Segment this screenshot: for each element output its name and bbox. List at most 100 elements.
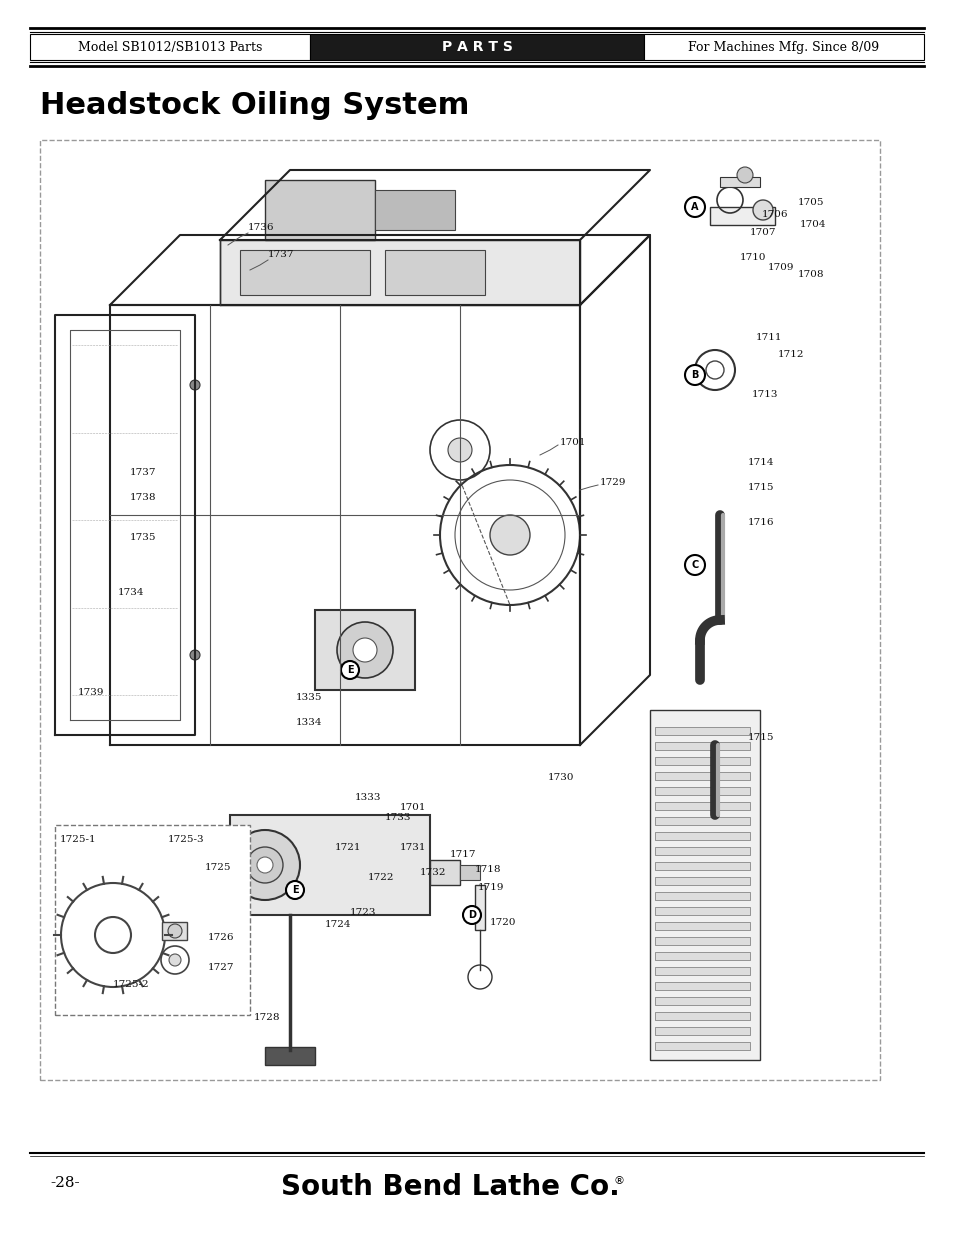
Bar [655, 1042, 749, 1050]
Text: 1735: 1735 [130, 534, 156, 542]
Bar [655, 727, 749, 735]
Bar [655, 802, 749, 810]
Bar [655, 877, 749, 885]
Text: 1720: 1720 [490, 918, 516, 927]
Bar [385, 249, 484, 295]
Circle shape [684, 366, 704, 385]
Text: D: D [468, 910, 476, 920]
Text: E: E [292, 885, 298, 895]
Bar [55, 825, 250, 1015]
Text: 1701: 1701 [399, 803, 426, 811]
Text: 1721: 1721 [335, 844, 361, 852]
Bar [655, 997, 749, 1005]
Circle shape [247, 847, 283, 883]
Bar [655, 847, 749, 855]
Text: 1725: 1725 [205, 863, 232, 872]
Circle shape [752, 200, 772, 220]
Bar [310, 35, 643, 61]
Text: P A R T S: P A R T S [441, 40, 512, 54]
Bar [655, 757, 749, 764]
Circle shape [190, 650, 200, 659]
Text: 1731: 1731 [399, 844, 426, 852]
Text: 1738: 1738 [130, 493, 156, 501]
Text: C: C [691, 559, 698, 571]
Text: 1732: 1732 [419, 868, 446, 877]
Bar [709, 207, 774, 225]
Text: For Machines Mfg. Since 8/09: For Machines Mfg. Since 8/09 [688, 41, 879, 53]
Text: Headstock Oiling System: Headstock Oiling System [40, 90, 469, 120]
Text: 1724: 1724 [325, 920, 351, 929]
Bar [162, 923, 187, 940]
Bar [655, 772, 749, 781]
Text: 1719: 1719 [477, 883, 504, 892]
Text: 1736: 1736 [248, 224, 274, 232]
Text: 1716: 1716 [747, 517, 774, 527]
Bar [655, 923, 749, 930]
Circle shape [462, 906, 480, 924]
Circle shape [737, 167, 752, 183]
Bar [655, 742, 749, 750]
Circle shape [256, 857, 273, 873]
Circle shape [95, 918, 131, 953]
Bar [720, 177, 760, 186]
Text: 1725-3: 1725-3 [168, 835, 204, 844]
Text: 1706: 1706 [761, 210, 788, 219]
Bar [265, 1047, 314, 1065]
Bar [30, 35, 310, 61]
Text: 1728: 1728 [253, 1013, 280, 1023]
Text: 1722: 1722 [368, 873, 395, 882]
Text: 1335: 1335 [295, 693, 322, 701]
Text: 1705: 1705 [797, 198, 823, 207]
Text: 1723: 1723 [350, 908, 376, 918]
Bar [655, 832, 749, 840]
Bar [655, 937, 749, 945]
Bar [430, 860, 459, 885]
Text: 1712: 1712 [778, 350, 803, 359]
Text: 1711: 1711 [755, 333, 781, 342]
Text: 1713: 1713 [751, 390, 778, 399]
Text: 1718: 1718 [475, 864, 501, 874]
Text: ®: ® [614, 1176, 624, 1186]
Bar [265, 180, 375, 240]
Circle shape [340, 661, 358, 679]
Circle shape [286, 881, 304, 899]
Text: 1729: 1729 [599, 478, 626, 487]
Circle shape [684, 555, 704, 576]
Text: 1708: 1708 [797, 270, 823, 279]
Text: A: A [691, 203, 698, 212]
Circle shape [190, 380, 200, 390]
Circle shape [336, 622, 393, 678]
Bar [655, 892, 749, 900]
Bar [655, 862, 749, 869]
Circle shape [168, 924, 182, 939]
Text: 1707: 1707 [749, 228, 776, 237]
Bar [240, 249, 370, 295]
Text: B: B [691, 370, 698, 380]
Text: 1733: 1733 [385, 813, 411, 823]
Text: 1737: 1737 [130, 468, 156, 477]
Text: 1333: 1333 [355, 793, 381, 802]
Text: 1701: 1701 [559, 438, 586, 447]
Circle shape [705, 361, 723, 379]
Text: 1715: 1715 [747, 734, 774, 742]
Text: E: E [346, 664, 353, 676]
Text: 1725-1: 1725-1 [60, 835, 96, 844]
Text: -28-: -28- [51, 1176, 80, 1191]
Bar [655, 1028, 749, 1035]
Bar [655, 967, 749, 974]
Text: 1737: 1737 [268, 249, 294, 259]
Text: 1730: 1730 [547, 773, 574, 782]
Circle shape [684, 198, 704, 217]
Text: 1714: 1714 [747, 458, 774, 467]
Text: South Bend Lathe Co.: South Bend Lathe Co. [280, 1173, 618, 1200]
Text: 1726: 1726 [208, 932, 234, 942]
Circle shape [448, 438, 472, 462]
Bar [655, 906, 749, 915]
Circle shape [353, 638, 376, 662]
Bar [655, 818, 749, 825]
Text: 1727: 1727 [208, 963, 234, 972]
Bar [655, 952, 749, 960]
Bar [314, 610, 415, 690]
Bar [655, 787, 749, 795]
Bar [649, 710, 760, 1060]
